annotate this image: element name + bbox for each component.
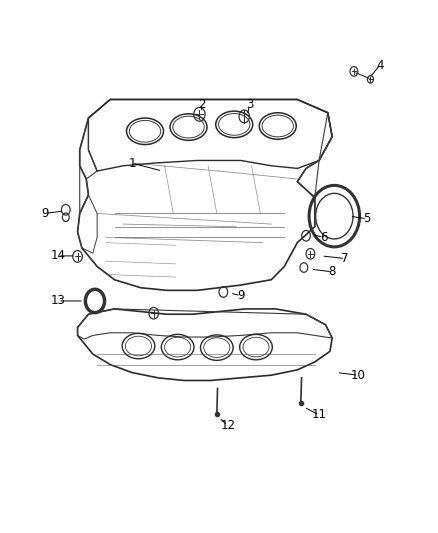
Text: 13: 13 <box>50 294 65 308</box>
Text: 8: 8 <box>328 265 336 278</box>
Text: 12: 12 <box>220 419 235 432</box>
Text: 7: 7 <box>342 252 349 265</box>
Text: 5: 5 <box>363 212 371 225</box>
Text: 2: 2 <box>198 98 205 111</box>
Text: 3: 3 <box>246 98 253 111</box>
Text: 1: 1 <box>128 157 136 169</box>
Text: 6: 6 <box>320 231 327 244</box>
Text: 9: 9 <box>41 207 49 220</box>
Text: 9: 9 <box>237 289 244 302</box>
Text: 14: 14 <box>50 249 65 262</box>
Text: 10: 10 <box>351 369 366 382</box>
Text: 4: 4 <box>376 59 384 71</box>
Text: 11: 11 <box>311 408 327 422</box>
